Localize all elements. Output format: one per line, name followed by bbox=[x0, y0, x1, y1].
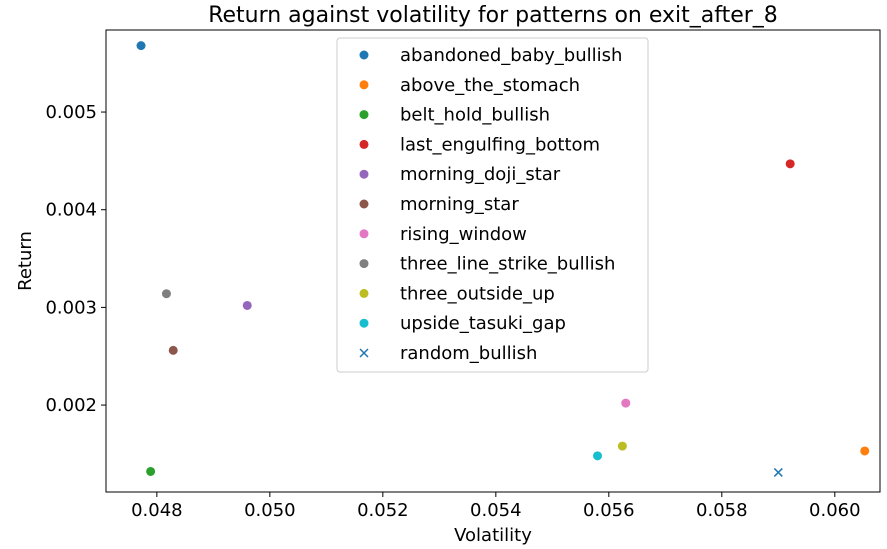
legend-frame bbox=[336, 37, 649, 373]
legend-label-abandoned_baby_bullish: abandoned_baby_bullish bbox=[400, 45, 622, 66]
legend-marker-above_the_stomach bbox=[359, 80, 369, 90]
data-points bbox=[136, 41, 870, 477]
legend-marker-three_outside_up bbox=[359, 288, 369, 298]
y-tick-label: 0.005 bbox=[45, 102, 97, 123]
data-point-morning_doji_star bbox=[242, 300, 252, 310]
x-tick-label: 0.056 bbox=[583, 500, 635, 521]
y-tick-label: 0.003 bbox=[45, 297, 97, 318]
legend-marker-morning_star bbox=[359, 199, 369, 209]
legend-label-rising_window: rising_window bbox=[400, 224, 527, 245]
x-tick-label: 0.052 bbox=[357, 500, 409, 521]
data-point-upside_tasuki_gap bbox=[593, 451, 603, 461]
x-tick-label: 0.054 bbox=[470, 500, 522, 521]
legend-label-three_outside_up: three_outside_up bbox=[400, 283, 555, 304]
legend-label-belt_hold_bullish: belt_hold_bullish bbox=[400, 105, 550, 126]
data-point-belt_hold_bullish bbox=[146, 466, 156, 476]
x-tick-label: 0.058 bbox=[696, 500, 748, 521]
x-tick-label: 0.060 bbox=[809, 500, 861, 521]
legend-marker-belt_hold_bullish bbox=[359, 110, 369, 120]
x-tick-label: 0.048 bbox=[131, 500, 183, 521]
legend-label-three_line_strike_bullish: three_line_strike_bullish bbox=[400, 254, 615, 275]
data-point-three_line_strike_bullish bbox=[161, 289, 171, 299]
legend-label-above_the_stomach: above_the_stomach bbox=[400, 75, 580, 96]
legend-items: abandoned_baby_bullish above_the_stomachb… bbox=[359, 45, 622, 364]
data-point-above_the_stomach bbox=[860, 446, 870, 456]
x-axis-ticks: 0.048 0.050 0.052 0.054 0.056 0.058 0.060 bbox=[131, 492, 861, 521]
legend-marker-random_bullish bbox=[359, 348, 369, 358]
legend-label-random_bullish: random_bullish bbox=[400, 343, 537, 364]
legend-marker-rising_window bbox=[359, 229, 369, 239]
legend-label-morning_star: morning_star bbox=[400, 194, 519, 215]
legend-marker-morning_doji_star bbox=[359, 169, 369, 179]
y-axis-ticks: 0.002 0.003 0.004 0.005 bbox=[45, 102, 106, 416]
legend-marker-abandoned_baby_bullish bbox=[359, 50, 369, 60]
data-point-random_bullish bbox=[773, 467, 783, 477]
legend-label-upside_tasuki_gap: upside_tasuki_gap bbox=[400, 313, 566, 334]
legend-marker-last_engulfing_bottom bbox=[359, 139, 369, 149]
y-axis-label: Return bbox=[15, 231, 36, 291]
y-tick-label: 0.004 bbox=[45, 200, 97, 221]
legend-label-last_engulfing_bottom: last_engulfing_bottom bbox=[400, 134, 600, 155]
legend: abandoned_baby_bullish above_the_stomachb… bbox=[336, 37, 649, 373]
chart-title: Return against volatility for patterns o… bbox=[208, 3, 778, 28]
legend-marker-upside_tasuki_gap bbox=[359, 318, 369, 328]
data-point-morning_star bbox=[168, 345, 178, 355]
x-axis-label: Volatility bbox=[454, 525, 532, 546]
legend-label-morning_doji_star: morning_doji_star bbox=[400, 164, 561, 185]
x-tick-label: 0.050 bbox=[244, 500, 296, 521]
y-tick-label: 0.002 bbox=[45, 395, 97, 416]
data-point-last_engulfing_bottom bbox=[785, 159, 795, 169]
data-point-three_outside_up bbox=[617, 441, 627, 451]
data-point-rising_window bbox=[621, 398, 631, 408]
legend-marker-three_line_strike_bullish bbox=[359, 259, 369, 269]
plot-area-frame bbox=[105, 29, 881, 493]
data-point-abandoned_baby_bullish bbox=[136, 41, 146, 51]
